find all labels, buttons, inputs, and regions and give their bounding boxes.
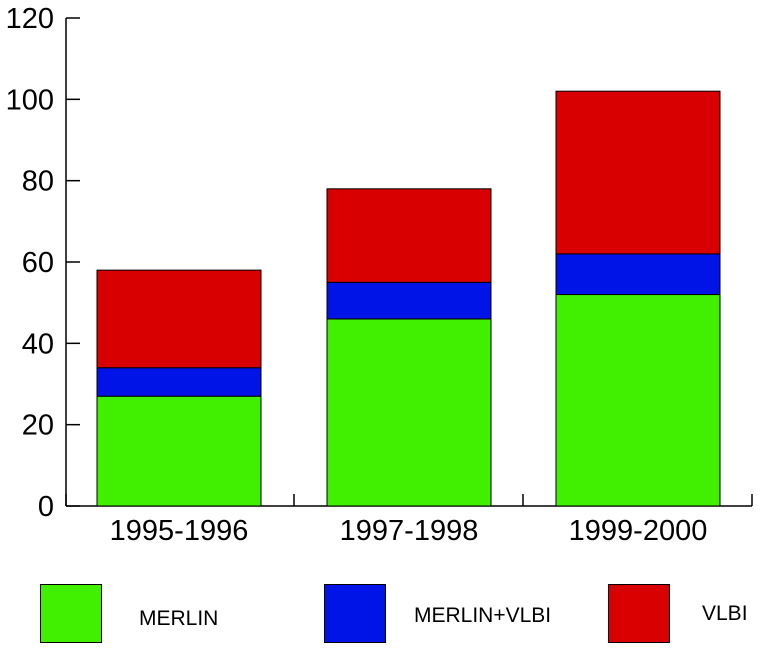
- x-tick-label: 1995-1996: [110, 515, 249, 547]
- y-tick-label: 0: [38, 491, 54, 523]
- bar-1999-2000-vlbi: [555, 90, 721, 255]
- bar-1995-1996-merlin: [96, 395, 262, 507]
- y-tick-label: 80: [22, 166, 54, 198]
- bar-1999-2000-merlin: [555, 294, 721, 507]
- bar-1997-1998-merlin: [326, 318, 492, 507]
- bar-1995-1996-merlin-vlbi: [96, 367, 262, 397]
- bar-1997-1998-merlin-vlbi: [326, 281, 492, 320]
- y-tick-label: 40: [22, 328, 54, 360]
- y-tick-label: 120: [6, 3, 54, 35]
- bar-1995-1996-vlbi: [96, 269, 262, 369]
- ticks: 0 20 40 60 80 100 120 1995-1996 1997-1998 1999-20…: [6, 3, 753, 547]
- y-tick-label: 20: [22, 410, 54, 442]
- x-tick-label: 1999-2000: [569, 515, 708, 547]
- bar-1999-2000-merlin-vlbi: [555, 253, 721, 296]
- bar-1997-1998-vlbi: [326, 188, 492, 283]
- bars: [96, 90, 721, 507]
- x-tick-label: 1997-1998: [340, 515, 479, 547]
- y-tick-label: 100: [6, 84, 54, 116]
- y-tick-label: 60: [22, 247, 54, 279]
